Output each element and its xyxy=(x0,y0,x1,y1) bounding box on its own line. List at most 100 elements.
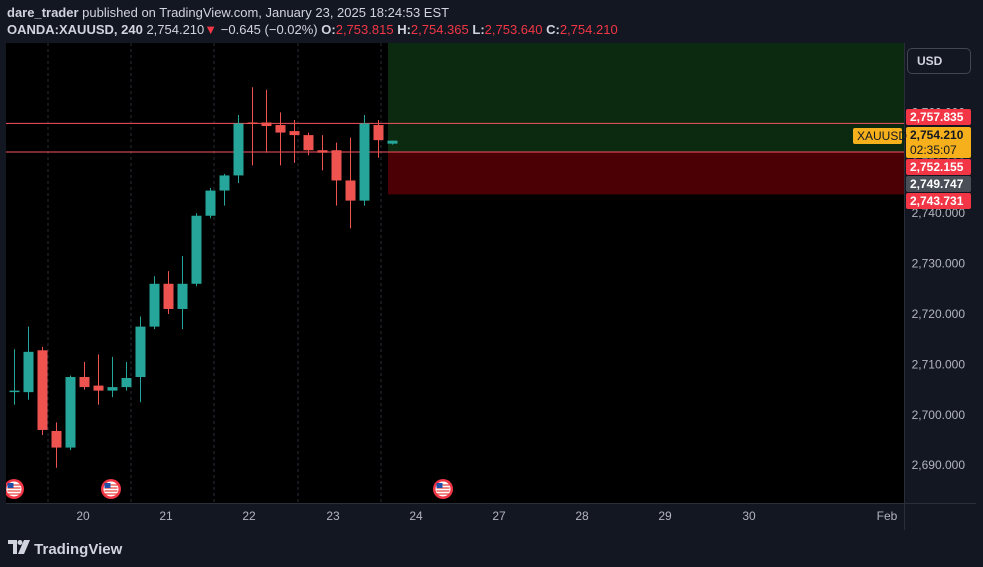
time-tick-label: 21 xyxy=(159,509,173,523)
open-value: 2,753.815 xyxy=(335,22,394,37)
high-value: 2,754.365 xyxy=(410,22,469,37)
candle-body xyxy=(345,180,356,201)
price-change: −0.645 (−0.02%) xyxy=(220,22,318,37)
us-flag-icon[interactable] xyxy=(101,479,121,499)
candle xyxy=(205,188,216,219)
candle-body xyxy=(121,378,132,388)
economic-events[interactable] xyxy=(6,479,453,499)
tradingview-logo[interactable]: TradingView xyxy=(8,540,122,558)
candle xyxy=(331,142,342,206)
candle-body xyxy=(51,430,62,448)
candle xyxy=(37,346,48,435)
close-label: C: xyxy=(546,22,560,37)
candle xyxy=(345,137,356,229)
price-tick-label: 2,690.000 xyxy=(912,458,966,472)
average-price-label-bg xyxy=(906,176,971,192)
candle-body xyxy=(373,125,384,141)
time-scale-ticks: 20 21 22 23 24 27 28 29 30 Feb xyxy=(76,509,897,523)
candle-body xyxy=(23,351,34,393)
average-price-label: 2,749.747 xyxy=(906,176,971,192)
flag-canton xyxy=(436,483,443,488)
candle-body xyxy=(107,387,118,391)
publish-info: dare_trader published on TradingView.com… xyxy=(7,5,449,20)
symbol-tag-text: XAUUSD xyxy=(857,129,907,143)
candle-body xyxy=(359,123,370,201)
published-text: published on TradingView.com, January 23… xyxy=(82,5,450,20)
candle-body xyxy=(289,131,300,136)
take-profit-price-label-bg xyxy=(906,109,971,125)
symbol-timeframe[interactable]: OANDA:XAUUSD, 240 xyxy=(7,22,143,37)
candle xyxy=(79,361,90,390)
low-label: L: xyxy=(472,22,485,37)
current-price-text: 2,754.210 xyxy=(910,128,964,142)
loss-zone[interactable] xyxy=(388,151,904,195)
candle-body xyxy=(191,215,202,284)
candle xyxy=(121,361,132,391)
candle-body xyxy=(331,150,342,181)
candle xyxy=(275,112,286,166)
current-price-bg xyxy=(906,127,971,158)
time-tick-label: 30 xyxy=(742,509,756,523)
close-value: 2,754.210 xyxy=(559,22,618,37)
take-profit-price-label: 2,757.835 xyxy=(906,109,971,125)
open-label: O: xyxy=(321,22,336,37)
candle xyxy=(51,422,62,468)
currency-button[interactable]: USD xyxy=(907,48,971,74)
down-arrow-icon: ▼ xyxy=(204,22,218,37)
flag-canton xyxy=(104,483,111,488)
candle xyxy=(233,114,244,183)
time-axis-background[interactable] xyxy=(6,503,976,530)
candle xyxy=(219,173,230,206)
time-tick-label: 28 xyxy=(575,509,589,523)
price-tick-label: 2,720.000 xyxy=(912,307,966,321)
time-tick-label: 27 xyxy=(492,509,506,523)
profit-zone[interactable] xyxy=(388,43,904,152)
candle-body xyxy=(261,122,272,127)
candle-body xyxy=(93,385,104,391)
ohlc-legend: OANDA:XAUUSD, 240 2,754.210 ▼ −0.645 (−0.… xyxy=(7,22,618,37)
candle xyxy=(135,316,146,403)
position-zones[interactable] xyxy=(388,43,904,195)
candle xyxy=(93,354,104,405)
candle xyxy=(261,89,272,153)
candle xyxy=(373,119,384,158)
high-label: H: xyxy=(397,22,411,37)
candle-body xyxy=(177,283,188,309)
candle xyxy=(65,375,76,451)
candle xyxy=(163,271,174,315)
symbol-tag-bg xyxy=(853,128,902,144)
candle-body xyxy=(149,283,160,327)
tradingview-logo-text: TradingView xyxy=(34,540,123,558)
stop-loss-price-label: 2,743.731 xyxy=(906,193,971,209)
candle xyxy=(303,132,314,156)
candle-body xyxy=(9,390,20,393)
time-tick-label: 20 xyxy=(76,509,90,523)
take-profit-price-label-text: 2,757.835 xyxy=(910,110,964,124)
horizontal-lines[interactable] xyxy=(6,122,904,153)
low-value: 2,753.640 xyxy=(484,22,543,37)
candle xyxy=(9,349,20,405)
candle xyxy=(107,356,118,398)
entry-price-label-bg xyxy=(906,159,971,175)
candle xyxy=(149,276,160,330)
candle-body xyxy=(163,283,174,309)
candle-body xyxy=(135,326,146,378)
candle xyxy=(191,213,202,287)
time-tick-label: 24 xyxy=(409,509,423,523)
candle xyxy=(23,326,34,400)
candle-body xyxy=(275,125,286,133)
tradingview-logo-icon xyxy=(8,540,30,558)
candle-body xyxy=(303,135,314,151)
average-price-label-text: 2,749.747 xyxy=(910,177,964,191)
candle-body xyxy=(65,377,76,448)
us-flag-icon[interactable] xyxy=(433,479,453,499)
author-name[interactable]: dare_trader xyxy=(7,5,79,20)
us-flag-icon[interactable] xyxy=(6,479,24,499)
candlestick-chart[interactable]: 2,760.0002,750.0002,740.0002,730.0002,72… xyxy=(6,43,976,530)
candle-body xyxy=(205,190,216,216)
time-tick-label: Feb xyxy=(877,509,898,523)
session-separators xyxy=(47,43,382,503)
candle-body xyxy=(219,175,230,191)
